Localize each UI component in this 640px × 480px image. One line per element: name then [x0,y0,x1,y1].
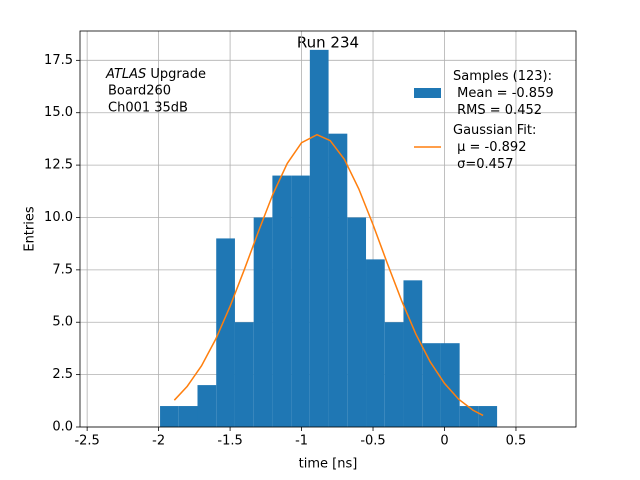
x-tick-label: 0 [440,434,448,449]
annotation: Ch001 35dB [108,101,188,116]
annotation: Board260 [108,84,171,99]
histogram-bar [234,322,254,427]
histogram-bar [328,133,348,427]
x-tick-label: -2.5 [74,434,99,449]
histogram-bar [253,217,273,427]
legend-swatch [414,88,441,98]
histogram-bar [459,406,479,427]
x-tick-label: -1.5 [217,434,242,449]
histogram-bar [160,406,179,427]
x-tick-label: -2 [152,434,165,449]
legend-label: Gaussian Fit: μ = -0.892 σ=0.457 [453,123,536,172]
marks [160,49,498,427]
y-axis-label: Entries [23,206,38,252]
histogram-bar [272,175,292,427]
y-tick-label: 15.0 [44,105,73,120]
x-tick-label: -0.5 [360,434,385,449]
histogram-bar [197,385,217,427]
y-tick-label: 5.0 [52,315,73,330]
histogram-bar [422,343,441,427]
histogram-bar [478,406,498,427]
fit-line [173,133,484,417]
histogram-bar [366,259,385,427]
chart-title: Run 234 [297,34,359,52]
y-tick-label: 17.5 [44,53,73,68]
annotation: ATLAS Upgrade [105,67,206,82]
histogram-bar [291,175,310,427]
histogram-bar [347,217,367,427]
legend-label: Samples (123): Mean = -0.859 RMS = 0.452 [453,69,554,118]
histogram-bar [403,280,423,427]
y-tick-label: 2.5 [52,367,73,382]
histogram-bar [216,238,235,427]
y-tick-label: 10.0 [44,210,73,225]
y-tick-label: 0.0 [52,420,73,435]
axes-frame [79,30,577,428]
histogram-bar [384,322,404,427]
x-tick-label: 0.5 [506,434,527,449]
y-tick-label: 7.5 [52,262,73,277]
x-axis-label: time [ns] [299,457,358,472]
histogram-bar [178,406,198,427]
x-tick-label: -1 [295,434,308,449]
histogram-bar [309,49,329,427]
histogram-bar [440,343,460,427]
y-tick-label: 12.5 [44,158,73,173]
